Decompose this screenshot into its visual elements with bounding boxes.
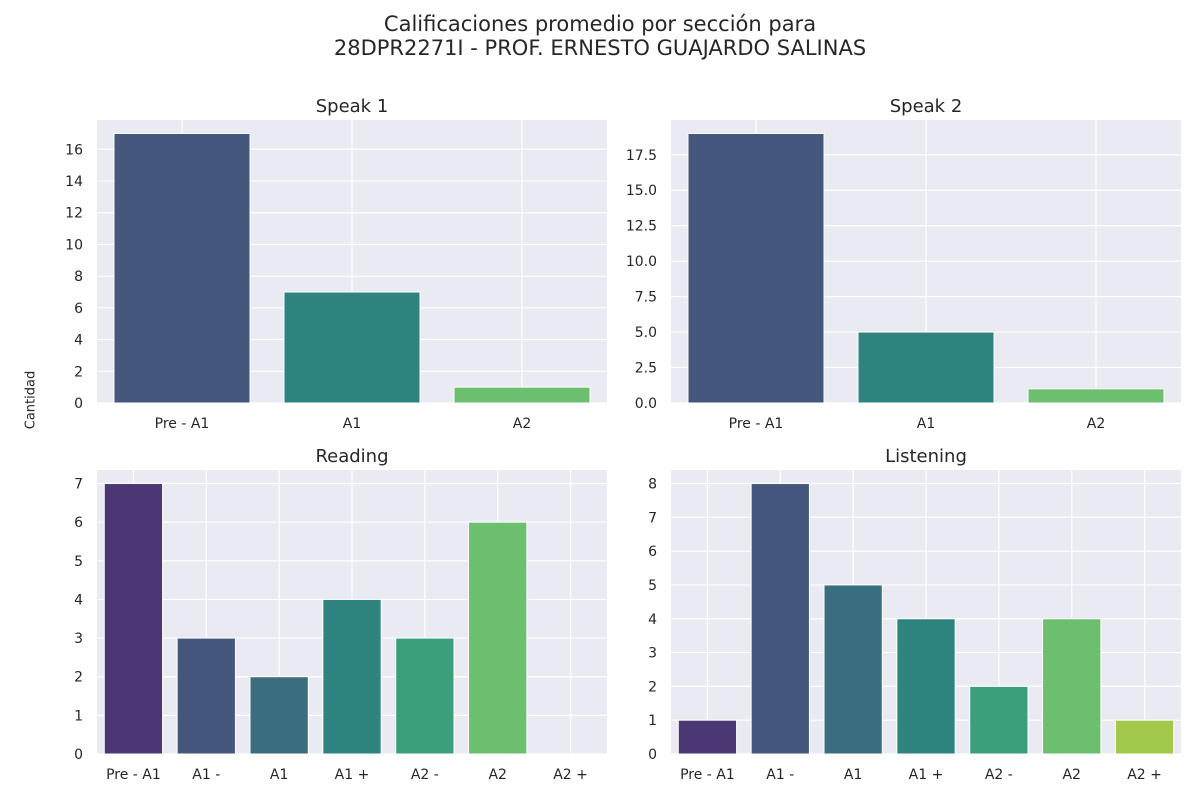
y-tick-label: 3 (648, 646, 657, 662)
y-tick-label: 0 (74, 747, 83, 763)
y-tick-label: 2 (74, 670, 83, 686)
x-tick-label: A1 (917, 416, 935, 432)
x-tick-label: A2 (513, 416, 531, 432)
bar (687, 132, 825, 404)
y-tick-label: 0.0 (635, 396, 657, 412)
x-tick-label: Pre - A1 (106, 767, 161, 783)
y-tick-label: 14 (65, 174, 83, 190)
y-tick-label: 5 (74, 554, 83, 570)
bar (750, 483, 810, 755)
x-tick-label: A2 (488, 767, 506, 783)
y-tick-label: 10 (65, 237, 83, 253)
x-tick-label: A1 + (909, 767, 944, 783)
bar (113, 132, 251, 404)
y-tick-label: 2 (648, 679, 657, 695)
x-tick-label: Pre - A1 (729, 416, 784, 432)
y-tick-label: 2 (74, 364, 83, 380)
x-tick-label: A1 (343, 416, 361, 432)
y-tick-label: 7 (648, 510, 657, 526)
y-tick-label: 4 (74, 592, 83, 608)
subplot-speak-2: 0.0 2.5 5.0 7.5 10.0 12.5 15.0 17.5 Pre - A1 A1 A2… (626, 96, 1181, 432)
bar (283, 291, 421, 404)
bar (896, 618, 956, 755)
bar (176, 637, 236, 755)
x-tick-label: A2 + (1127, 767, 1162, 783)
subplot-title: Speak 1 (316, 96, 389, 117)
x-tick-label: Pre - A1 (155, 416, 210, 432)
y-tick-label: 1 (74, 708, 83, 724)
x-tick-label: A2 (1087, 416, 1105, 432)
subplot-reading: 0 1 2 3 4 5 6 7 Pre - A1 A1 - A1 A1 + A2 - A2 A2 + Read… (74, 446, 607, 783)
bar (823, 584, 883, 755)
y-tick-label: 6 (74, 515, 83, 531)
x-tick-label: A1 (844, 767, 862, 783)
bar (969, 685, 1029, 755)
x-tick-label: A2 - (411, 767, 439, 783)
bar (453, 386, 591, 404)
bar (468, 521, 528, 755)
y-tick-label: 16 (65, 142, 83, 158)
y-tick-label: 1 (648, 713, 657, 729)
y-tick-label: 4 (74, 333, 83, 349)
x-tick-label: A1 + (335, 767, 370, 783)
x-tick-label: A2 - (985, 767, 1013, 783)
figure-title-line-1: Calificaciones promedio por sección para (383, 12, 817, 36)
x-tick-label: A1 (270, 767, 288, 783)
subplot-title: Reading (315, 446, 388, 467)
y-tick-label: 8 (648, 477, 657, 493)
bar (322, 598, 382, 755)
bar (677, 719, 738, 755)
x-tick-label: A2 (1062, 767, 1080, 783)
subplot-listening: 0 1 2 3 4 5 6 7 8 Pre - A1 A1 - A1 A1 + A2 - A2 A2 + Lis… (648, 446, 1181, 783)
y-tick-label: 0 (74, 396, 83, 412)
bar (857, 331, 995, 404)
x-tick-label: A1 - (766, 767, 794, 783)
y-tick-label: 8 (74, 269, 83, 285)
subplot-title: Speak 2 (890, 96, 963, 117)
bar (1042, 618, 1102, 755)
y-tick-label: 6 (648, 544, 657, 560)
subplot-title: Listening (885, 446, 967, 467)
bar (1114, 719, 1175, 755)
bar (1027, 388, 1165, 404)
y-tick-label: 7 (74, 477, 83, 493)
subplot-speak-1: 0 2 4 6 8 10 12 14 16 Pre - A1 A1 A2 Speak 1 (65, 96, 607, 432)
y-tick-label: 4 (648, 612, 657, 628)
y-tick-label: 12 (65, 206, 83, 222)
figure-title: Calificaciones promedio por sección para… (0, 12, 1200, 60)
bar (395, 637, 455, 755)
y-tick-label: 12.5 (626, 219, 657, 235)
y-tick-label: 0 (648, 747, 657, 763)
y-tick-label: 7.5 (635, 290, 657, 306)
x-tick-label: A2 + (553, 767, 588, 783)
bar (249, 676, 309, 755)
bar (103, 483, 164, 755)
x-tick-label: Pre - A1 (680, 767, 735, 783)
y-tick-label: 2.5 (635, 361, 657, 377)
y-tick-label: 5 (648, 578, 657, 594)
y-tick-label: 15.0 (626, 183, 657, 199)
figure-title-line-2: 28DPR2271I - PROF. ERNESTO GUAJARDO SALI… (333, 36, 867, 60)
y-tick-label: 3 (74, 631, 83, 647)
y-tick-label: 6 (74, 301, 83, 317)
y-tick-label: 5.0 (635, 325, 657, 341)
y-tick-label: 17.5 (626, 148, 657, 164)
x-tick-label: A1 - (192, 767, 220, 783)
y-tick-label: 10.0 (626, 254, 657, 270)
